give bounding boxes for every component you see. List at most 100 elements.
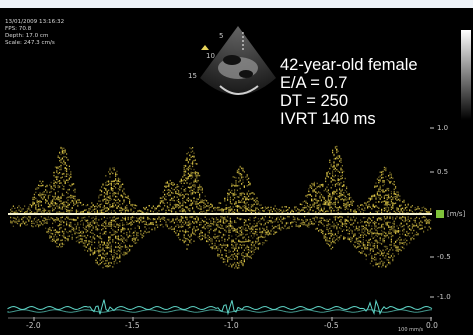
spectrum-dot: [201, 187, 203, 189]
spectrum-dot: [88, 248, 90, 250]
spectrum-dot: [124, 216, 126, 218]
spectrum-dot: [126, 221, 128, 224]
spectrum-dot: [256, 228, 258, 231]
spectrum-dot: [389, 197, 391, 199]
spectrum-dot: [386, 216, 388, 218]
spectrum-dot: [165, 221, 167, 223]
spectrum-dot: [116, 217, 118, 220]
spectrum-dot: [106, 202, 108, 205]
spectrum-dot: [337, 175, 339, 177]
spectrum-dot: [214, 221, 216, 223]
spectrum-dot: [257, 211, 259, 214]
spectrum-dot: [238, 172, 240, 175]
spectrum-dot: [407, 218, 409, 220]
spectrum-dot: [119, 178, 121, 180]
spectrum-dot: [382, 261, 384, 263]
spectrum-dot: [59, 157, 61, 159]
spectrum-dot: [270, 233, 272, 235]
spectrum-dot: [73, 228, 75, 230]
spectrum-dot: [89, 247, 91, 250]
spectrum-dot: [315, 191, 317, 193]
spectrum-dot: [392, 259, 394, 262]
spectrum-dot: [47, 218, 49, 220]
spectrum-dot: [127, 247, 129, 249]
spectrum-dot: [116, 237, 118, 240]
spectrum-dot: [382, 223, 384, 226]
spectrum-dot: [71, 228, 73, 231]
spectrum-dot: [94, 250, 96, 252]
spectrum-dot: [225, 207, 227, 209]
spectrum-dot: [343, 236, 345, 238]
spectrum-dot: [236, 243, 238, 245]
spectrum-dot: [197, 217, 199, 220]
spectrum-dot: [56, 171, 58, 173]
spectrum-dot: [229, 231, 231, 233]
fps-readout: FPS: 70.8: [5, 26, 32, 32]
spectrum-dot: [102, 241, 104, 243]
spectrum-dot: [407, 234, 409, 237]
spectrum-dot: [186, 198, 188, 201]
spectrum-dot: [201, 219, 203, 222]
spectrum-dot: [199, 174, 201, 177]
spectrum-dot: [214, 236, 216, 238]
spectrum-dot: [186, 157, 188, 159]
spectrum-dot: [312, 184, 314, 186]
spectrum-dot: [396, 230, 398, 232]
spectrum-dot: [250, 257, 252, 259]
spectrum-dot: [206, 200, 208, 202]
spectrum-dot: [320, 193, 322, 196]
spectrum-dot: [187, 169, 189, 171]
spectrum-dot: [225, 230, 227, 232]
spectrum-dot: [312, 189, 314, 191]
spectrum-dot: [77, 224, 79, 226]
spectrum-dot: [351, 230, 353, 232]
spectrum-dot: [40, 185, 42, 187]
spectrum-dot: [358, 209, 360, 211]
spectrum-dot: [376, 244, 378, 247]
spectrum-dot: [84, 228, 86, 230]
spectrum-dot: [92, 221, 94, 223]
spectrum-dot: [117, 193, 119, 195]
spectrum-dot: [340, 158, 342, 160]
spectrum-dot: [38, 219, 40, 221]
spectrum-dot: [375, 232, 377, 234]
spectrum-dot: [304, 210, 306, 213]
spectrum-dot: [197, 174, 199, 177]
spectrum-dot: [109, 250, 111, 252]
spectrum-dot: [406, 239, 408, 242]
spectrum-dot: [103, 195, 105, 197]
spectrum-dot: [403, 228, 405, 231]
spectrum-dot: [235, 229, 237, 231]
spectrum-dot: [61, 157, 63, 160]
spectrum-dot: [361, 247, 363, 250]
spectrum-dot: [59, 211, 61, 213]
spectrum-dot: [402, 230, 404, 232]
spectrum-dot: [70, 230, 72, 232]
spectrum-dot: [257, 238, 259, 240]
spectrum-dot: [347, 208, 349, 210]
spectrum-dot: [267, 209, 269, 211]
spectrum-dot: [313, 204, 315, 206]
spectrum-dot: [309, 204, 311, 206]
spectrum-dot: [311, 199, 313, 202]
spectrum-dot: [112, 224, 114, 226]
spectrum-dot: [113, 183, 115, 185]
spectrum-dot: [225, 231, 227, 233]
spectrum-dot: [140, 233, 142, 235]
spectrum-dot: [278, 218, 280, 221]
spectrum-dot: [375, 234, 377, 236]
spectrum-dot: [298, 211, 300, 213]
spectrum-dot: [176, 230, 178, 232]
spectrum-dot: [182, 200, 184, 202]
spectrum-dot: [257, 236, 259, 239]
spectrum-dot: [388, 201, 390, 203]
spectrum-dot: [192, 230, 194, 232]
spectrum-dot: [276, 208, 278, 210]
spectrum-dot: [183, 234, 185, 236]
spectrum-dot: [70, 210, 72, 212]
spectrum-dot: [246, 174, 248, 176]
spectrum-dot: [61, 230, 63, 232]
spectrum-dot: [175, 204, 177, 206]
spectrum-dot: [361, 204, 363, 206]
spectrum-dot: [53, 204, 55, 207]
